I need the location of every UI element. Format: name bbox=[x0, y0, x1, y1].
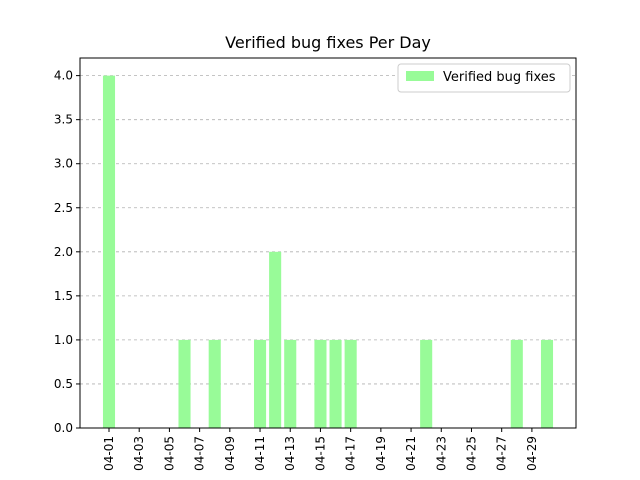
x-tick-label: 04-09 bbox=[223, 436, 237, 471]
y-tick-label: 1.5 bbox=[54, 289, 73, 303]
x-tick-label: 04-03 bbox=[132, 436, 146, 471]
legend-swatch bbox=[406, 71, 434, 81]
x-tick-label: 04-07 bbox=[193, 436, 207, 471]
legend-box bbox=[397, 63, 571, 93]
bar-04-30 bbox=[540, 339, 554, 428]
bar-04-28 bbox=[510, 339, 523, 428]
plot-frame bbox=[79, 57, 577, 429]
x-tick-label: 04-01 bbox=[102, 436, 116, 471]
x-tick-label: 04-13 bbox=[283, 436, 297, 471]
x-tick-label: 04-11 bbox=[253, 436, 267, 471]
bar-04-17 bbox=[344, 339, 357, 428]
x-tick-label: 04-27 bbox=[495, 436, 509, 471]
y-tick-label: 1.0 bbox=[54, 333, 73, 347]
y-tick-label: 0.0 bbox=[54, 421, 73, 435]
bar-04-13 bbox=[284, 339, 297, 428]
x-tick-label: 04-19 bbox=[374, 436, 388, 471]
chart-title: Verified bug fixes Per Day bbox=[225, 33, 431, 52]
x-tick-label: 04-05 bbox=[162, 436, 176, 471]
y-tick-label: 0.5 bbox=[54, 377, 73, 391]
y-tick-label: 4.0 bbox=[54, 69, 73, 83]
bars bbox=[102, 75, 554, 428]
x-axis: 04-01 04-03 04-05 04-07 04-09 04-11 04-13 04-15… bbox=[102, 428, 539, 471]
y-tick-label: 3.0 bbox=[54, 157, 73, 171]
legend-label: Verified bug fixes bbox=[443, 70, 556, 85]
x-tick-label: 04-29 bbox=[525, 436, 539, 471]
y-gridlines bbox=[80, 75, 576, 429]
y-axis: 0.0 0.5 1.0 1.5 2.0 2.5 3.0 3.5 4.0 bbox=[54, 69, 80, 435]
legend: Verified bug fixes bbox=[397, 63, 571, 93]
x-tick-label: 04-15 bbox=[313, 436, 327, 471]
bar-04-12 bbox=[269, 251, 282, 428]
bar-04-16 bbox=[329, 339, 342, 428]
x-tick-label: 04-23 bbox=[434, 436, 448, 471]
bar-04-06 bbox=[178, 339, 191, 428]
x-tick-label: 04-17 bbox=[344, 436, 358, 471]
y-tick-label: 3.5 bbox=[54, 113, 73, 127]
y-tick-label: 2.0 bbox=[54, 245, 73, 259]
bar-04-11 bbox=[253, 339, 267, 428]
bar-04-15 bbox=[314, 339, 327, 428]
x-tick-label: 04-25 bbox=[464, 436, 478, 471]
bar-04-22 bbox=[420, 339, 433, 428]
y-tick-label: 2.5 bbox=[54, 201, 73, 215]
bar-04-08 bbox=[208, 339, 221, 428]
bar-04-01 bbox=[102, 75, 116, 428]
x-tick-label: 04-21 bbox=[404, 436, 418, 471]
